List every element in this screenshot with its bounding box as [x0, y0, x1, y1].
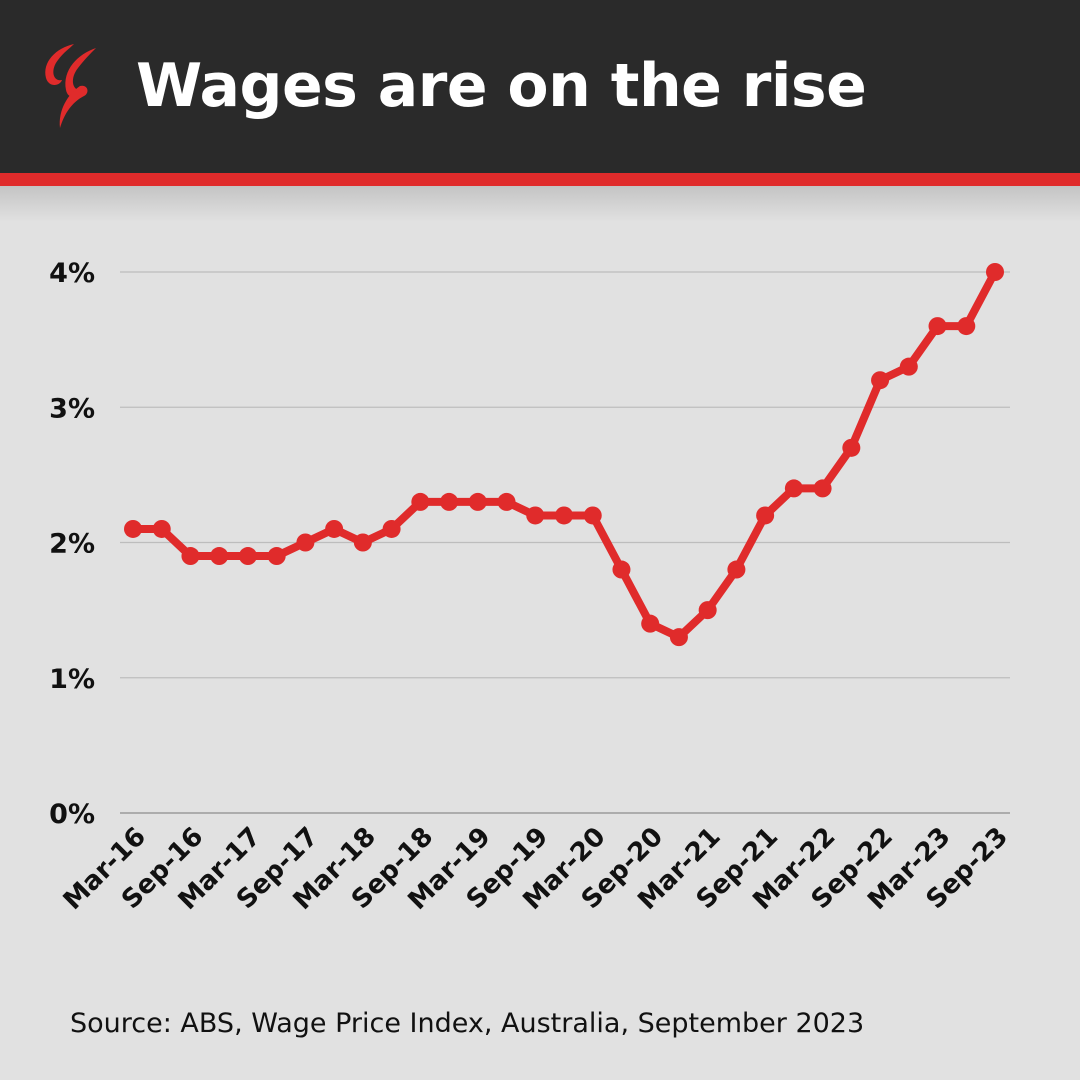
data-point-Jun-23: [957, 317, 976, 336]
data-point-Mar-23: [928, 317, 947, 336]
data-point-Sep-18: [411, 492, 430, 511]
data-point-Dec-18: [440, 492, 459, 511]
data-point-Dec-16: [210, 547, 229, 566]
data-point-Dec-22: [899, 357, 918, 376]
data-point-Jun-19: [497, 492, 516, 511]
data-point-Dec-20: [669, 628, 688, 647]
page-title: Wages are on the rise: [136, 51, 867, 121]
data-point-Mar-19: [468, 492, 487, 511]
y-tick-label: 2%: [49, 529, 95, 560]
data-point-Sep-17: [296, 533, 315, 552]
data-point-Jun-16: [152, 519, 171, 538]
data-point-Sep-19: [526, 506, 545, 525]
data-point-Jun-22: [842, 438, 861, 457]
data-point-Jun-21: [727, 560, 746, 579]
data-point-Dec-19: [555, 506, 573, 525]
data-point-Jun-17: [267, 547, 286, 566]
data-point-Mar-16: [124, 519, 142, 538]
y-tick-label: 0%: [49, 799, 95, 830]
sbs-logo-icon: [45, 44, 96, 128]
data-point-Sep-23: [986, 263, 1004, 281]
data-point-Sep-22: [871, 371, 890, 390]
series-line: [129, 268, 999, 642]
x-axis-tick-labels: Mar-16Sep-16Mar-17Sep-17Mar-18Sep-18Mar-…: [58, 822, 1014, 916]
gridlines: [120, 271, 1010, 814]
data-point-Sep-20: [641, 614, 660, 633]
data-point-Mar-21: [698, 601, 717, 620]
source-note: Source: ABS, Wage Price Index, Australia…: [70, 1008, 865, 1039]
y-tick-label: 4%: [49, 258, 95, 289]
header-shadow: [0, 186, 1080, 222]
data-point-Sep-21: [756, 506, 775, 525]
data-point-Sep-16: [181, 547, 200, 566]
y-axis-tick-labels: 0% 1% 2% 3% 4%: [49, 258, 95, 830]
data-point-Dec-21: [784, 479, 803, 498]
data-point-Jun-20: [612, 560, 631, 579]
header-bar: [0, 0, 1080, 173]
data-point-Mar-20: [583, 506, 602, 525]
data-point-Dec-17: [325, 519, 344, 538]
data-point-Jun-18: [382, 519, 401, 538]
y-tick-label: 1%: [49, 664, 95, 695]
wage-growth-series: [124, 263, 1004, 647]
header-accent-stripe: [0, 173, 1080, 186]
data-point-Mar-22: [813, 479, 832, 498]
data-point-Mar-18: [353, 533, 372, 552]
y-tick-label: 3%: [49, 393, 95, 424]
data-point-Mar-17: [238, 547, 257, 566]
